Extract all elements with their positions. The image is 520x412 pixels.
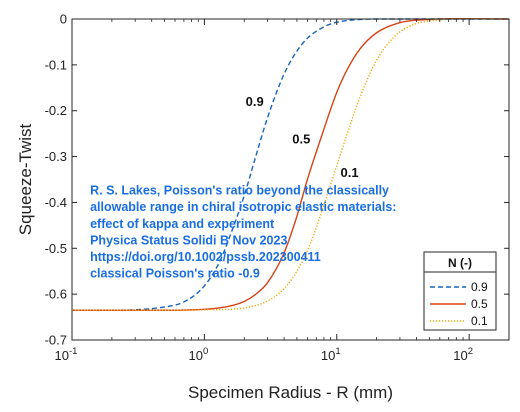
y-tick-label: -0.4	[45, 195, 67, 210]
curves-layer	[71, 17, 510, 312]
x-tick-label: 101	[321, 346, 341, 363]
annotation-line: allowable range in chiral isotropic elas…	[90, 200, 396, 214]
y-tick-label: 0	[60, 12, 67, 27]
annotation-line: R. S. Lakes, Poisson's ratio beyond the …	[90, 184, 389, 198]
annotation-line: https://doi.org/10.1002/pssb.202300411	[90, 250, 321, 264]
annotation-line: Physica Status Solidi B Nov 2023	[90, 233, 287, 247]
legend-title: N (-)	[448, 256, 472, 270]
legend-entry-0.5: 0.5	[471, 297, 488, 311]
y-tick-label: -0.2	[45, 103, 67, 118]
x-tick-label: 100	[189, 346, 209, 363]
series-line-0.5	[72, 17, 510, 311]
annotation-text-block: R. S. Lakes, Poisson's ratio beyond the …	[90, 184, 396, 281]
legend: N (-) 0.9 0.5 0.1	[423, 251, 497, 331]
legend-entry-0.1: 0.1	[471, 314, 488, 328]
y-tick-label: -0.5	[45, 241, 67, 256]
x-tick-label: 102	[453, 346, 473, 363]
curve-label-0.9: 0.9	[246, 94, 264, 109]
legend-entry-0.9: 0.9	[471, 280, 488, 294]
curve-label-0.1: 0.1	[341, 165, 359, 180]
legend-box	[423, 251, 497, 331]
y-tick-label: -0.7	[45, 333, 67, 348]
y-axis-title: Squeeze-Twist	[16, 123, 35, 235]
y-tick-label: -0.1	[45, 57, 67, 72]
curve-label-0.5: 0.5	[292, 132, 310, 147]
y-tick-label: -0.6	[45, 287, 67, 302]
x-axis-title: Specimen Radius - R (mm)	[188, 383, 393, 402]
axes-layer: 0 -0.1 -0.2 -0.3 -0.4 -0.5 -0.6 -0.710-1 100 101 1…	[16, 12, 510, 402]
annotation-line: classical Poisson's ratio -0.9	[90, 267, 260, 281]
curve-labels-layer: 0.9 0.5 0.1	[246, 94, 359, 180]
series-line-0.1	[72, 18, 510, 311]
y-tick-label: -0.3	[45, 149, 67, 164]
annotation-line: effect of kappa and experiment	[90, 217, 275, 231]
series-line-0.9	[71, 18, 509, 312]
x-tick-label: 10-1	[55, 346, 78, 363]
plot-area-frame	[71, 18, 510, 341]
